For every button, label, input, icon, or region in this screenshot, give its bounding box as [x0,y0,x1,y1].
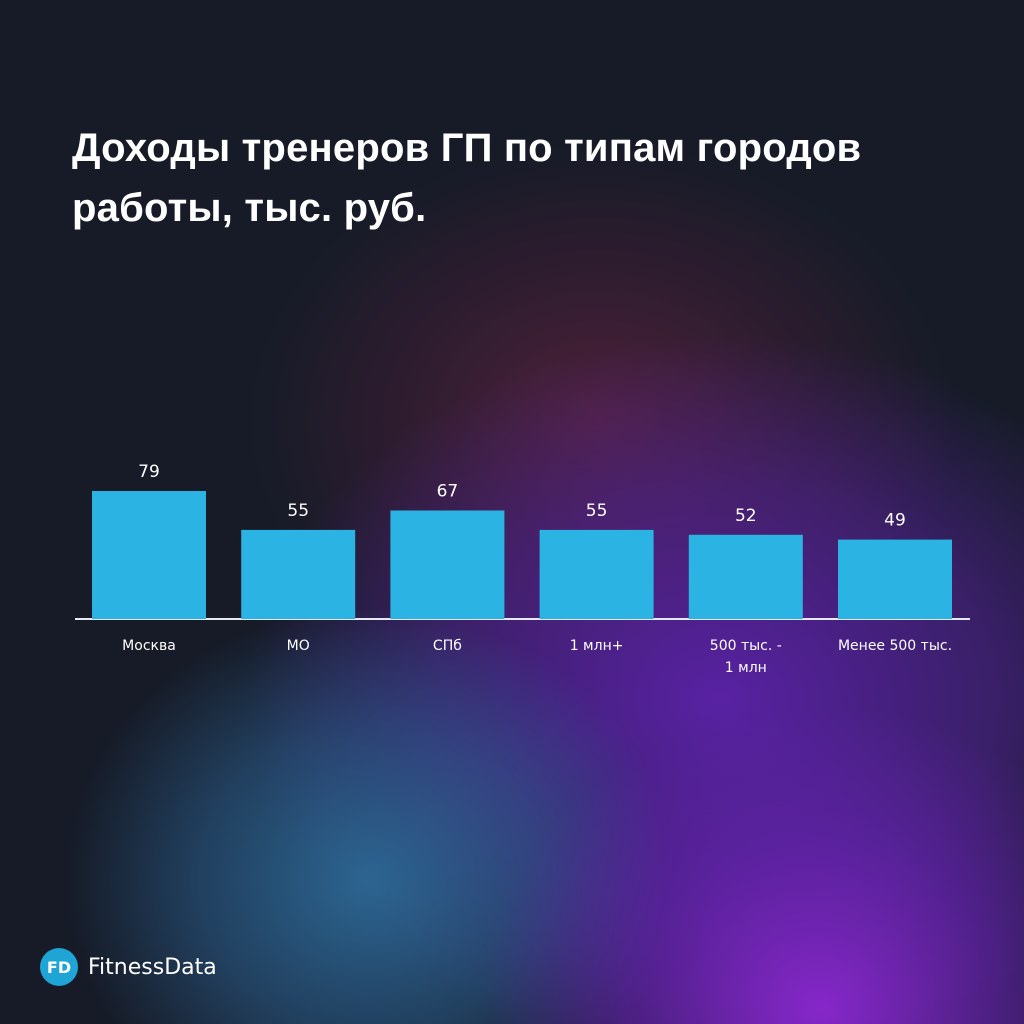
x-tick-label: 1 млн [725,660,767,676]
data-label: 79 [138,462,160,482]
x-tick-label: МО [287,638,310,654]
x-tick-label: Москва [122,638,176,654]
data-label: 52 [735,506,757,526]
bar [539,529,654,619]
bar [688,534,803,619]
fd-logo-badge: FD [40,948,78,986]
x-tick-label: 1 млн+ [570,638,624,654]
bar [838,539,952,619]
data-label: 55 [287,501,309,521]
logo-name: FitnessData [88,954,217,980]
x-tick-label: Менее 500 тыс. [838,638,952,654]
data-label: 49 [884,511,906,531]
x-tick-label: 500 тыс. - [710,638,782,654]
bar [92,491,206,619]
x-tick-label: СПб [433,638,462,654]
chart-title: Доходы тренеров ГП по типам городов рабо… [72,126,862,230]
bar [390,510,505,619]
data-label: 55 [586,501,608,521]
bar [241,529,356,619]
data-label: 67 [437,482,459,502]
fitnessdata-logo: FD FitnessData [40,948,217,986]
